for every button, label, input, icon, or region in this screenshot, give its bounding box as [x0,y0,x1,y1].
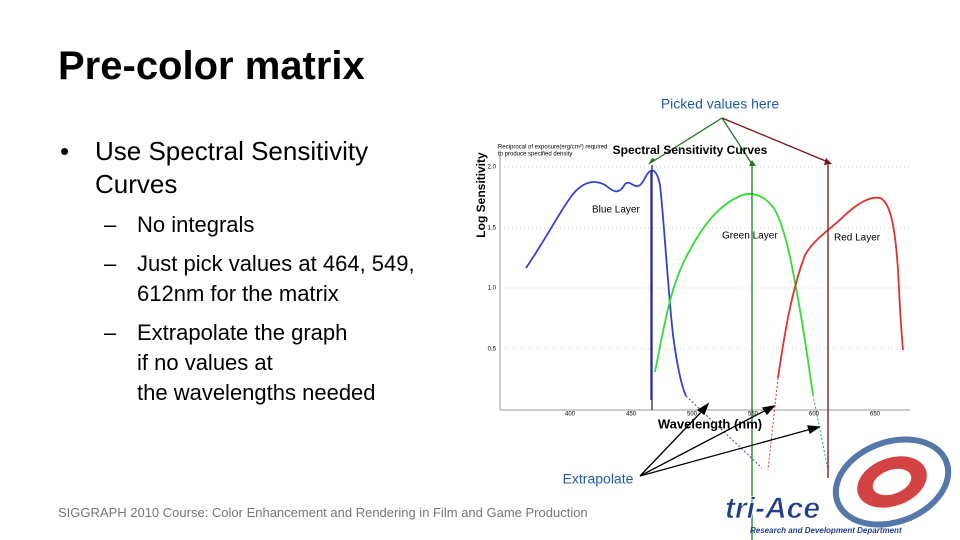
callout-extrapolate: Extrapolate [563,471,634,487]
x-tick-label: 550 [748,412,759,418]
slide-title: Pre-color matrix [58,44,365,88]
y-tick-label: 1.5 [488,226,497,232]
bullet-text: Use Spectral Sensitivity [95,136,369,166]
sub-text: the wavelengths needed [137,380,376,405]
red-extrapolation [767,377,779,471]
sub-text: No integrals [137,212,255,237]
sub-text: Extrapolate the graph [137,320,348,345]
sub-text: 612nm for the matrix [137,281,339,306]
green-curve [654,193,814,396]
red-curve [777,196,904,379]
bullet-text: Curves [95,169,178,199]
sub-text: Just pick values at 464, 549, [137,251,415,276]
y-tick-label: 2.0 [488,165,497,171]
x-tick-label: 500 [687,412,698,418]
y-tick-label: 1.0 [488,286,497,292]
pick-lines [648,117,832,540]
sub-marker: – [104,320,117,345]
curve-label: Red Layer [834,233,881,244]
y-tick-label: 0.5 [488,347,497,353]
blue-curve [525,169,687,397]
x-tick-label: 600 [809,412,820,418]
y-axis-label: Log Sensitivity [474,152,488,238]
bullet-marker: • [60,136,70,166]
green-extrapolation [812,394,829,471]
x-axis-label: Wavelength (nm) [658,416,762,431]
x-tick-label: 400 [565,412,576,418]
x-tick-label: 450 [626,412,637,418]
logo-name: tri-Ace [725,492,820,525]
figure-title: Spectral Sensitivity Curves [613,143,768,157]
curve-label: Blue Layer [592,205,640,216]
sub-marker: – [104,212,117,237]
grid [500,166,910,350]
extrapolate-arrows [639,402,821,477]
sub-text: if no values at [137,350,273,375]
figure-note: to produce specified density [498,152,572,158]
curve-label: Green Layer [722,231,778,242]
sub-marker: – [104,251,117,276]
logo-subtitle: Research and Development Department [750,526,902,535]
callout-picked: Picked values here [661,96,780,112]
figure-note: Reciprocal of exposure(erg/cm²) required [498,145,607,151]
logo: tri-Ace Research and Development Departm… [725,436,952,535]
x-tick-label: 650 [870,412,881,418]
footer: SIGGRAPH 2010 Course: Color Enhancement … [58,505,588,520]
